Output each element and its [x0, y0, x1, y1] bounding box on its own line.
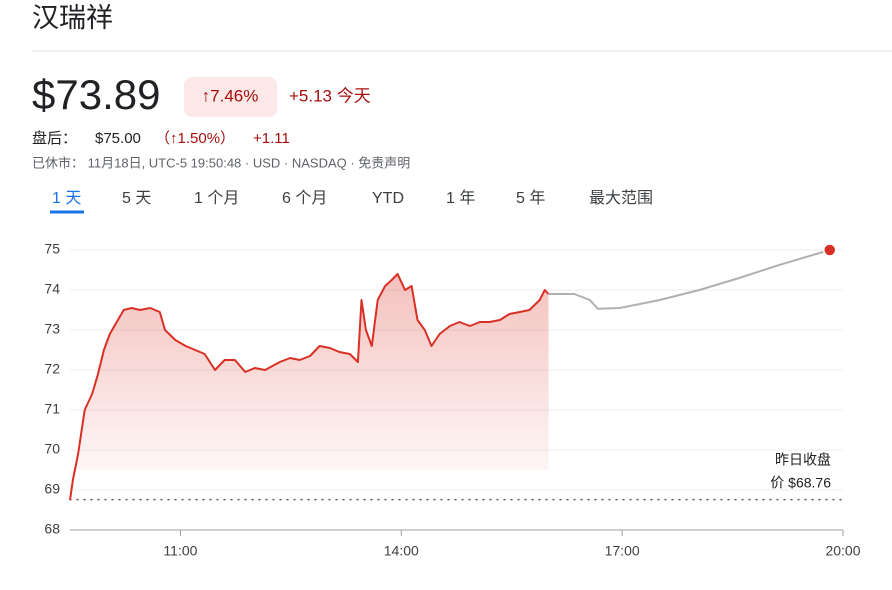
- change-pct: ↑7.46%: [202, 86, 259, 105]
- change-abs: +5.13 今天: [289, 86, 371, 105]
- range-tabs: 1 天 5 天 1 个月 6 个月 YTD 1 年 5 年 最大范围: [52, 189, 653, 207]
- y-tick-label: 75: [44, 241, 60, 257]
- range-tab[interactable]: 6 个月: [282, 189, 327, 207]
- y-tick-label: 73: [44, 321, 60, 337]
- previous-close-label: 昨日收盘: [775, 452, 831, 468]
- x-tick-label: 20:00: [825, 543, 860, 559]
- range-tab[interactable]: YTD: [372, 190, 404, 207]
- y-tick-label: 69: [44, 481, 60, 497]
- range-tab[interactable]: 1 年: [446, 189, 475, 207]
- y-tick-label: 71: [44, 401, 60, 417]
- x-tick-label: 14:00: [384, 543, 419, 559]
- price-chart: 68 69 70 71 72 73 74 75 11:00 14:00 17:00 20:00 昨日收盘…: [44, 241, 860, 559]
- range-tab[interactable]: 1 天: [52, 190, 81, 207]
- after-hours-label: 盘后：: [32, 129, 77, 147]
- change-pill: [184, 77, 277, 117]
- x-tick-label: 17:00: [605, 543, 640, 559]
- area-fill: [70, 274, 549, 500]
- price: $73.89: [32, 71, 160, 118]
- after-hours-change: +1.11: [253, 130, 290, 147]
- y-tick-label: 70: [44, 441, 60, 457]
- y-tick-label: 72: [44, 361, 60, 377]
- range-tab[interactable]: 5 天: [122, 190, 151, 207]
- market-status: 已休市： 11月18日, UTC-5 19:50:48 · USD · NASD…: [32, 155, 410, 170]
- price-line: [548, 249, 830, 310]
- after-hours-price: $75.00: [95, 130, 141, 147]
- last-point: [822, 243, 837, 257]
- stock-title: 汉瑞祥: [32, 3, 113, 33]
- previous-close-label: 价 $68.76: [770, 475, 831, 491]
- price-line: [69, 273, 550, 501]
- after-hours-pct: （↑1.50%）: [155, 130, 235, 147]
- y-tick-label: 74: [44, 281, 60, 297]
- range-tab[interactable]: 1 个月: [194, 189, 239, 207]
- x-tick-label: 11:00: [163, 543, 197, 559]
- y-tick-label: 68: [44, 521, 60, 537]
- range-tab[interactable]: 5 年: [516, 189, 545, 207]
- range-tab[interactable]: 最大范围: [589, 189, 653, 207]
